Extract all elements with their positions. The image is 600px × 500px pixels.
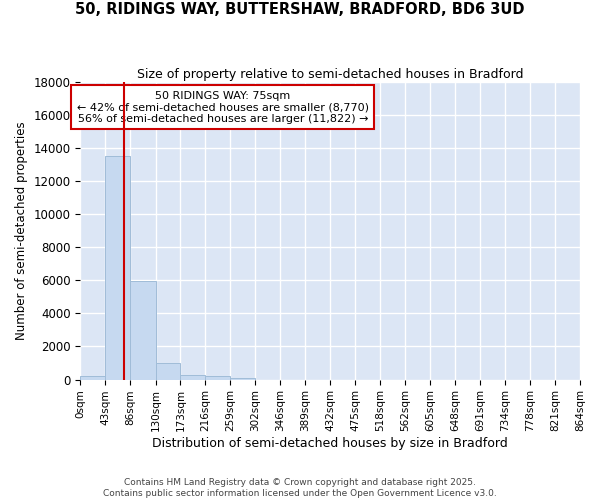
Text: 50 RIDINGS WAY: 75sqm  
← 42% of semi-detached houses are smaller (8,770)
56% of: 50 RIDINGS WAY: 75sqm ← 42% of semi-deta…: [77, 90, 369, 124]
Bar: [205, 376, 230, 380]
Y-axis label: Number of semi-detached properties: Number of semi-detached properties: [15, 122, 28, 340]
Bar: [230, 378, 255, 380]
Bar: [155, 363, 181, 380]
Bar: [80, 376, 105, 380]
Bar: [105, 156, 130, 380]
X-axis label: Distribution of semi-detached houses by size in Bradford: Distribution of semi-detached houses by …: [152, 437, 508, 450]
Bar: [181, 374, 205, 380]
Title: Size of property relative to semi-detached houses in Bradford: Size of property relative to semi-detach…: [137, 68, 523, 80]
Text: Contains HM Land Registry data © Crown copyright and database right 2025.
Contai: Contains HM Land Registry data © Crown c…: [103, 478, 497, 498]
Bar: [130, 281, 155, 380]
Text: 50, RIDINGS WAY, BUTTERSHAW, BRADFORD, BD6 3UD: 50, RIDINGS WAY, BUTTERSHAW, BRADFORD, B…: [75, 2, 525, 18]
